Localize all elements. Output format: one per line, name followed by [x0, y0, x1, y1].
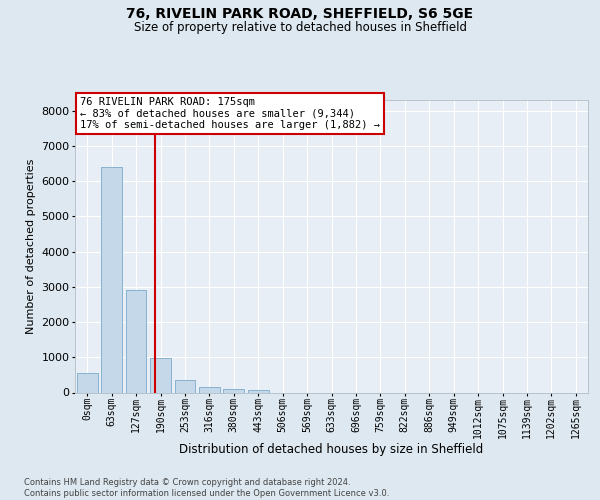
- Bar: [150, 358, 171, 392]
- Text: Contains HM Land Registry data © Crown copyright and database right 2024.
Contai: Contains HM Land Registry data © Crown c…: [24, 478, 389, 498]
- Bar: [199, 386, 220, 392]
- Bar: [175, 380, 196, 392]
- Text: 76, RIVELIN PARK ROAD, SHEFFIELD, S6 5GE: 76, RIVELIN PARK ROAD, SHEFFIELD, S6 5GE: [127, 8, 473, 22]
- X-axis label: Distribution of detached houses by size in Sheffield: Distribution of detached houses by size …: [179, 444, 484, 456]
- Bar: [77, 373, 98, 392]
- Bar: [223, 389, 244, 392]
- Bar: [101, 167, 122, 392]
- Text: Size of property relative to detached houses in Sheffield: Size of property relative to detached ho…: [133, 21, 467, 34]
- Bar: [125, 290, 146, 393]
- Y-axis label: Number of detached properties: Number of detached properties: [26, 158, 36, 334]
- Text: 76 RIVELIN PARK ROAD: 175sqm
← 83% of detached houses are smaller (9,344)
17% of: 76 RIVELIN PARK ROAD: 175sqm ← 83% of de…: [80, 97, 380, 130]
- Bar: [248, 390, 269, 392]
